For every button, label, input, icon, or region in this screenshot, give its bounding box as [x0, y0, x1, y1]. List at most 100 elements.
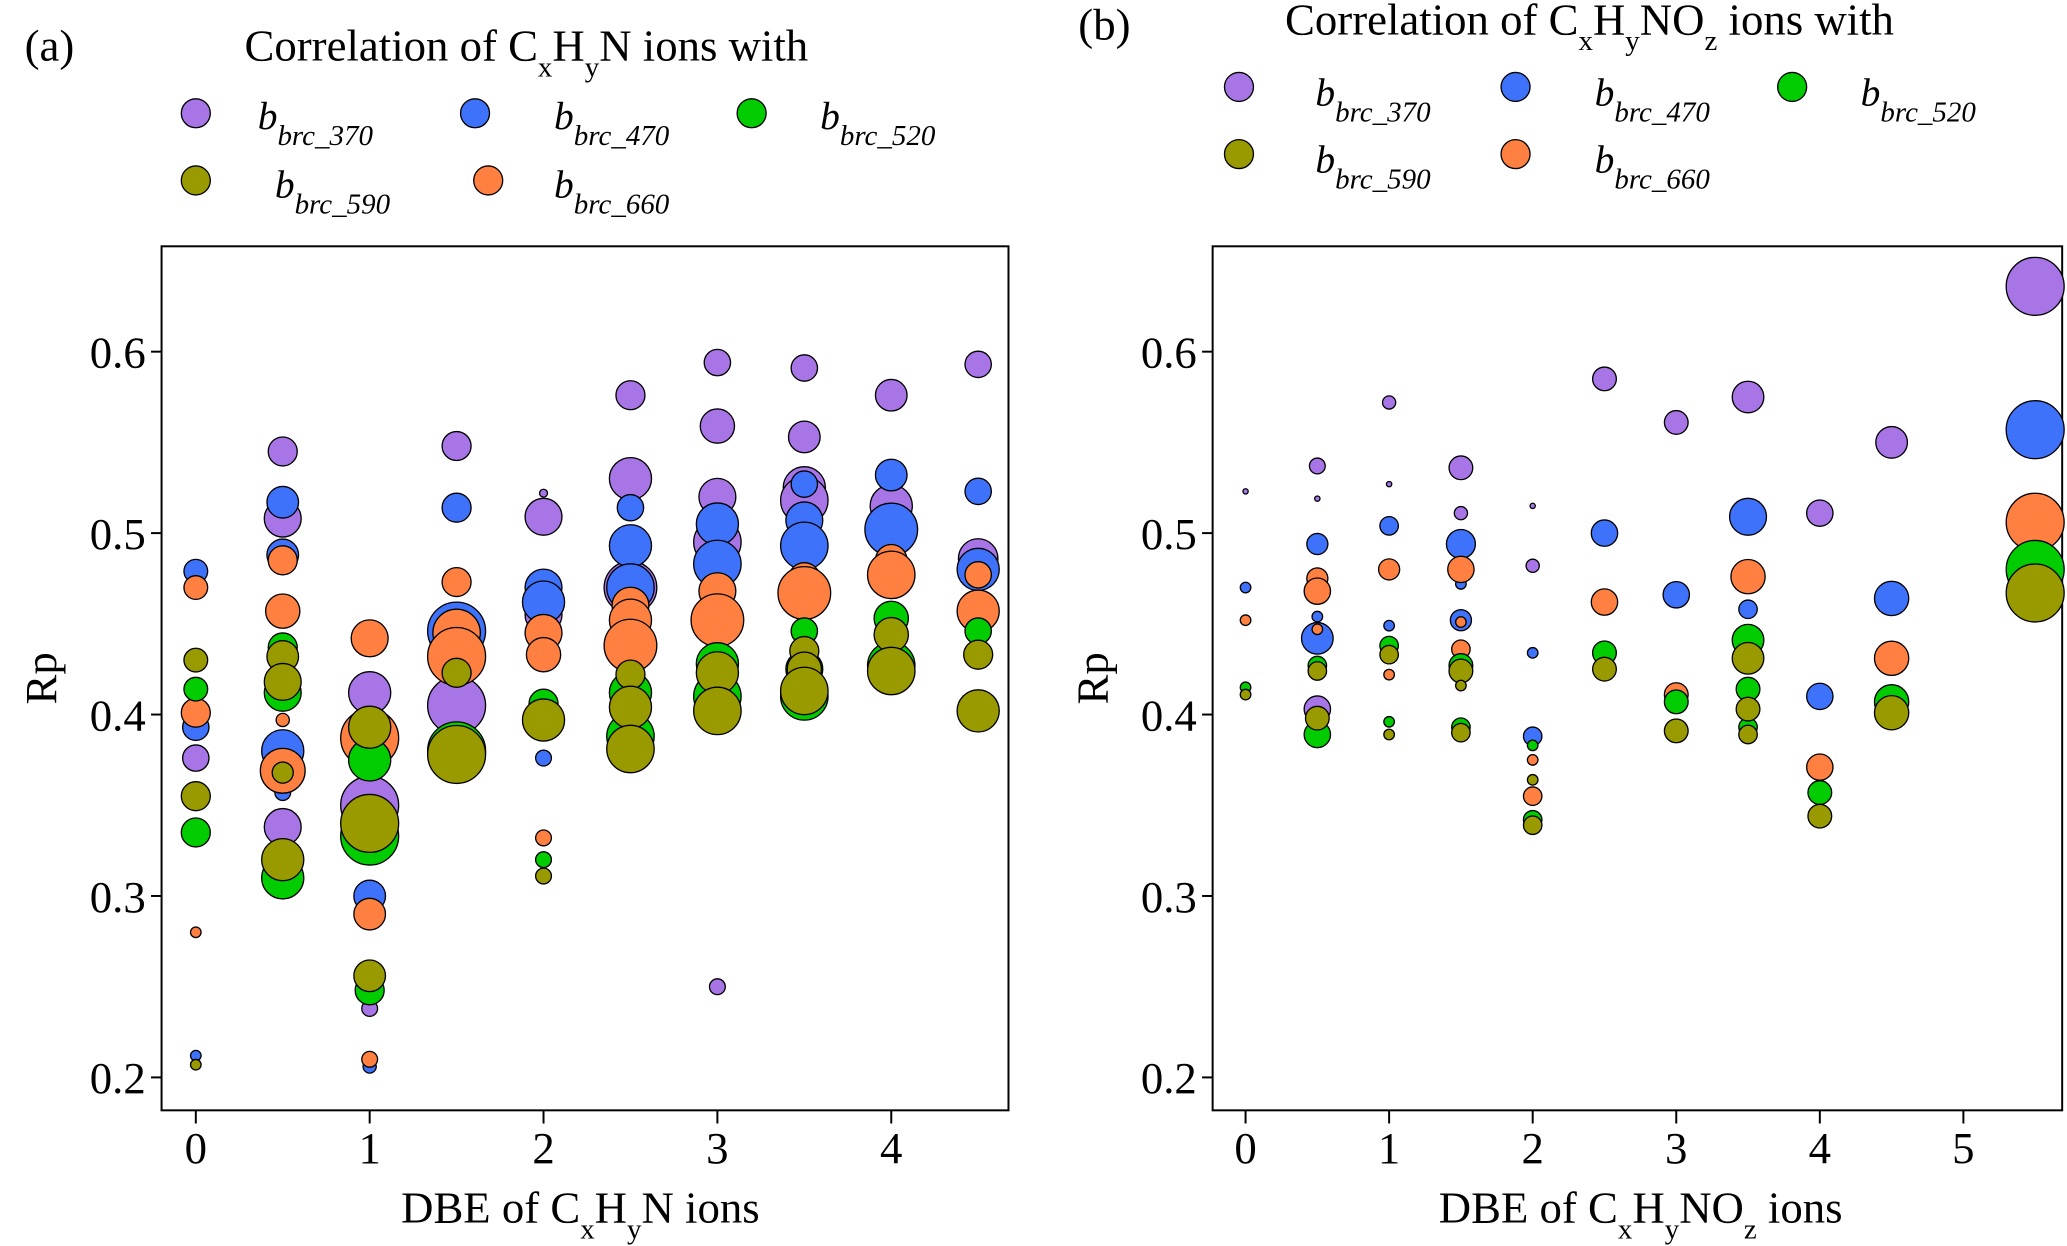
bubble-b370: [1591, 366, 1617, 392]
bubble-b660: [525, 636, 562, 673]
bubble-b590: [1383, 728, 1396, 741]
bubble-b590: [261, 837, 305, 882]
subscript: x: [580, 1213, 595, 1245]
subscript: y: [1665, 1213, 1680, 1245]
bubble-b590: [1591, 656, 1617, 682]
subscript: y: [627, 1213, 642, 1245]
text-part: b: [820, 94, 840, 138]
bubble-b520: [1526, 739, 1539, 752]
bubble-b470: [1383, 619, 1396, 632]
x-tick-label: 4: [1809, 1123, 1831, 1173]
bubble-b590: [1454, 679, 1467, 692]
text-part: b: [1315, 138, 1335, 182]
text-part: b: [554, 94, 574, 138]
bubble-b370: [608, 456, 653, 501]
bubble-b660: [361, 1050, 379, 1068]
subscript: brc_660: [1614, 164, 1710, 196]
legend-marker-b520: [1777, 71, 1808, 103]
bubble-b370: [1385, 480, 1393, 488]
legend-label-b520: bbrc_520: [820, 94, 936, 152]
bubble-b370: [1242, 488, 1249, 495]
bubble-b370: [1308, 457, 1326, 475]
bubble-b470: [534, 749, 553, 767]
legend-label-b590: bbrc_590: [1315, 138, 1431, 196]
bubble-b470: [608, 524, 653, 568]
bubble-b370: [1529, 502, 1536, 510]
x-tick-label: 1: [358, 1123, 380, 1173]
bubble-b520: [534, 851, 553, 869]
bubble-b470: [1306, 532, 1329, 556]
bubble-b590: [1304, 705, 1330, 731]
legend-label-b370: bbrc_370: [258, 94, 374, 152]
bubble-b520: [180, 817, 211, 848]
bubble-b370: [1525, 558, 1540, 574]
bubble-b590: [606, 724, 655, 774]
bubble-b660: [1311, 623, 1324, 636]
bubble-b590: [183, 647, 209, 673]
subscript: y: [1625, 25, 1640, 57]
bubble-b590: [1807, 803, 1833, 829]
bubble-b660: [264, 593, 301, 629]
bubble-b370: [874, 378, 908, 412]
bubble-b370: [708, 978, 726, 996]
bubble-b470: [1873, 580, 1910, 617]
bubble-b470: [790, 470, 819, 498]
legend-label-b660: bbrc_660: [554, 163, 670, 221]
bubble-b660: [1303, 577, 1332, 605]
bubble-b590: [521, 698, 566, 742]
x-tick-label: 5: [1952, 1123, 1974, 1173]
text-part: DBE of C: [1439, 1182, 1618, 1232]
plot-frame: [1211, 245, 2064, 1112]
bubble-b660: [1522, 786, 1543, 807]
bubble-b370: [1875, 425, 1909, 459]
bubble-b660: [1447, 555, 1475, 584]
x-tick-label: 4: [880, 1123, 902, 1173]
bubble-b590: [1731, 641, 1765, 675]
bubble-b590: [866, 646, 916, 696]
x-tick-label: 3: [1665, 1123, 1687, 1173]
bubble-b590: [956, 689, 1000, 733]
y-tick-label: 0.2: [90, 1053, 146, 1103]
bubble-b370: [538, 488, 549, 498]
bubble-b590: [615, 659, 646, 690]
bubble-b370: [1453, 505, 1469, 521]
subscript: brc_370: [1335, 96, 1431, 128]
legend-marker-b370: [1223, 71, 1255, 103]
bubble-b590: [534, 867, 553, 885]
bubble-b520: [1663, 689, 1689, 715]
x-axis-label: DBE of CxHyNOz ions: [1439, 1182, 1843, 1245]
bubble-b660: [964, 561, 993, 589]
legend-label-b520: bbrc_520: [1861, 70, 1977, 128]
bubble-b590: [2005, 563, 2065, 623]
subscript: brc_520: [840, 120, 936, 152]
legend-marker-b370: [180, 98, 211, 129]
text-part: Correlation of C: [245, 21, 538, 71]
bubble-b470: [964, 477, 993, 506]
bubble-b470: [1300, 621, 1334, 655]
bubble-b660: [534, 829, 553, 847]
text-part: H: [552, 21, 584, 71]
bubble-b590: [1873, 694, 1910, 731]
text-part: b: [1861, 70, 1881, 114]
x-tick-label: 2: [1521, 1123, 1543, 1173]
bubble-b660: [1590, 588, 1619, 616]
chart-title: Correlation of CxHyNOz ions with: [1285, 0, 1894, 57]
bubble-b590: [353, 959, 387, 993]
bubble-b370: [441, 430, 472, 462]
y-tick-label: 0.6: [90, 327, 146, 377]
bubble-b660: [777, 565, 832, 620]
subscript: x: [538, 52, 553, 84]
legend-marker-b520: [736, 98, 767, 129]
bubble-b370: [699, 408, 736, 444]
bubble-b470: [1662, 580, 1691, 609]
bubble-b590: [1522, 815, 1543, 836]
bubble-b370: [1731, 380, 1765, 414]
text-part: b: [258, 94, 278, 138]
text-part: H: [595, 1182, 627, 1232]
legend-label-b590: bbrc_590: [275, 163, 391, 221]
bubble-b470: [1805, 682, 1834, 711]
bubble-b590: [189, 1058, 202, 1071]
y-tick-label: 0.3: [1141, 872, 1197, 922]
bubble-b590: [1735, 696, 1761, 722]
